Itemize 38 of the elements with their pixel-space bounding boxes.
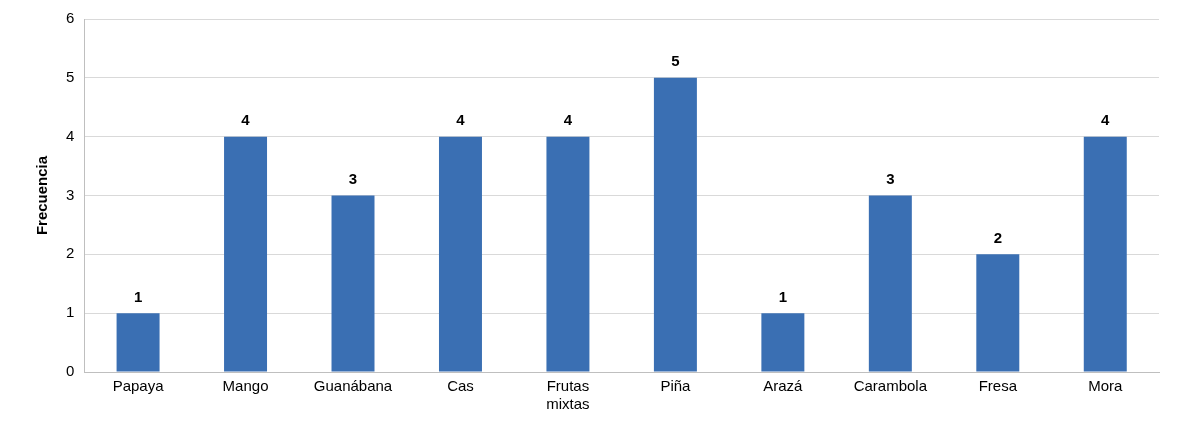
- data-label: 1: [133, 287, 143, 305]
- x-tick-label: Cas: [447, 377, 474, 395]
- y-tick-label: 3: [66, 185, 75, 203]
- data-label: 2: [993, 228, 1002, 246]
- x-tick-label: Piña: [660, 377, 692, 395]
- data-label: 3: [886, 170, 895, 188]
- y-axis-title: Frecuencia: [33, 155, 51, 236]
- x-tick-label: Frutas mixtas: [546, 377, 590, 413]
- data-label: 4: [563, 111, 573, 129]
- bar: [761, 313, 805, 372]
- bar: [116, 313, 160, 372]
- data-label: 5: [671, 52, 680, 70]
- data-label: 3: [348, 170, 358, 188]
- bar: [1083, 136, 1127, 372]
- bar: [653, 77, 697, 372]
- x-tick-label: Mango: [222, 377, 269, 395]
- data-label: 1: [778, 287, 788, 305]
- x-tick-label: Fresa: [978, 377, 1018, 395]
- data-label: 4: [241, 111, 251, 129]
- x-tick-label: Carambola: [853, 377, 928, 395]
- y-tick-label: 0: [66, 362, 75, 380]
- data-label: 4: [1101, 111, 1111, 129]
- bar: [546, 136, 590, 372]
- y-tick-label: 6: [66, 9, 75, 27]
- bar: [868, 195, 912, 372]
- x-tick-label: Mora: [1088, 377, 1124, 395]
- y-tick-label: 2: [66, 244, 75, 262]
- bar: [224, 136, 268, 372]
- x-tick-label: Papaya: [112, 377, 165, 395]
- y-tick-label: 1: [66, 303, 75, 321]
- x-tick-label: Guanábana: [313, 377, 393, 395]
- bar: [976, 254, 1020, 372]
- x-tick-label: Arazá: [763, 377, 804, 395]
- y-tick-label: 4: [66, 126, 75, 144]
- bar: [331, 195, 375, 372]
- data-label: 4: [456, 111, 466, 129]
- y-tick-label: 5: [66, 67, 75, 85]
- bar: [438, 136, 482, 372]
